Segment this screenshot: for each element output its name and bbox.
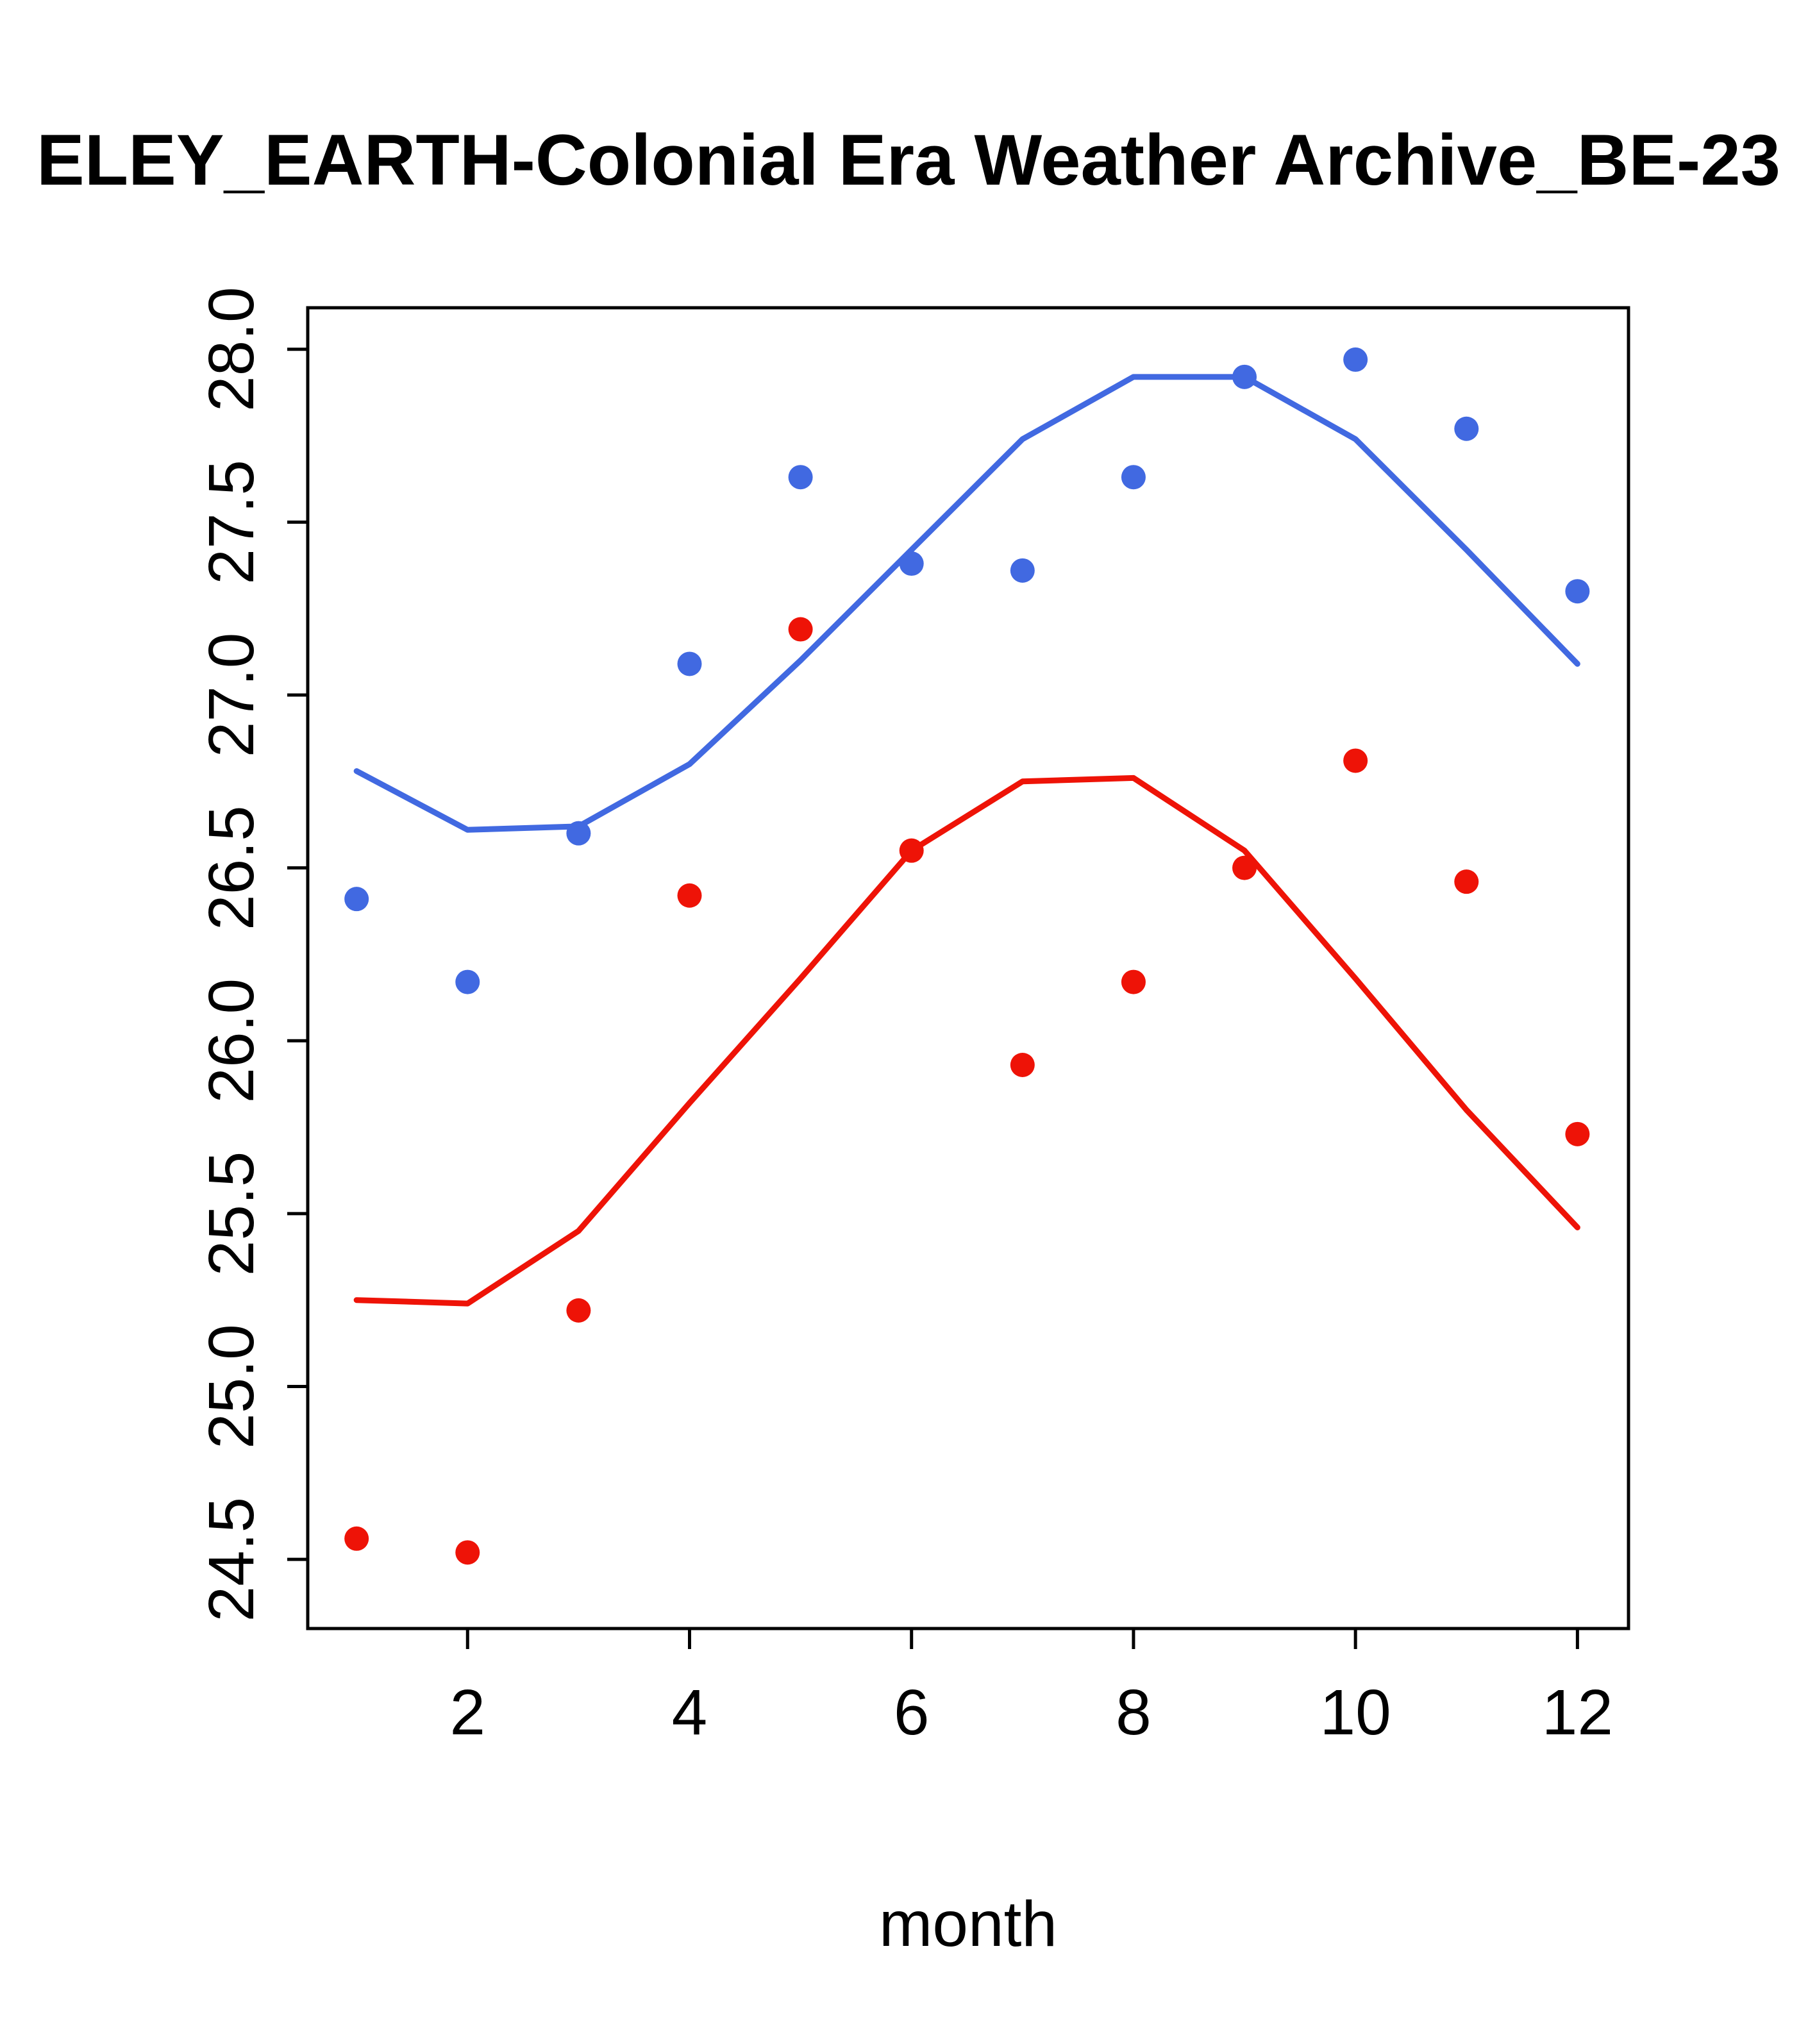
chart-title: ELEY_EARTH-Colonial Era Weather Archive_… <box>37 120 1780 200</box>
tmin-observations-point <box>1343 748 1368 773</box>
tmax-observations-point <box>1343 347 1368 372</box>
y-tick-label: 26.5 <box>196 805 267 930</box>
tmax-smooth-line <box>353 374 1580 833</box>
x-axis-title: month <box>879 1888 1057 1960</box>
tmin-observations-point <box>1232 855 1257 880</box>
x-tick-label: 10 <box>1320 1677 1391 1748</box>
y-tick-label: 26.0 <box>196 978 267 1103</box>
tmax-observations-point <box>566 821 591 846</box>
tmin-observations-point <box>788 617 813 642</box>
tmin-observations-point <box>344 1526 369 1551</box>
chart-title-row: ELEY_EARTH-Colonial Era Weather Archive_… <box>0 119 1817 201</box>
x-tick-label: 8 <box>1116 1677 1151 1748</box>
y-tick-label: 27.5 <box>196 460 267 585</box>
axes: 2 4 6 8 10 12 24.5 25.0 25.5 26.0 26.5 27.0 27.5 28.0 <box>196 287 1630 1748</box>
tmax-observations-point <box>344 887 369 912</box>
tmin-observations-point <box>1454 869 1479 894</box>
tmax-observations-point <box>455 969 480 994</box>
tmax-observations-point <box>1010 558 1035 583</box>
tmin-observations-point <box>566 1298 591 1323</box>
tmin-observations-point <box>455 1540 480 1565</box>
tmax-observations-point <box>1565 579 1590 604</box>
x-tick-label: 6 <box>894 1677 930 1748</box>
x-tick-label: 12 <box>1542 1677 1613 1748</box>
tmin-observations-point <box>1565 1121 1590 1146</box>
plot-border <box>306 306 1630 1630</box>
x-tick-label: 4 <box>672 1677 708 1748</box>
tmax-observations-point <box>1121 465 1146 490</box>
y-tick-label: 25.0 <box>196 1324 267 1449</box>
tmin-observations-point <box>1121 969 1146 994</box>
y-tick-label: 27.0 <box>196 633 267 758</box>
y-tick-label: 28.0 <box>196 287 267 412</box>
tmin-observations-point <box>899 838 924 863</box>
data-series <box>344 347 1590 1565</box>
tmax-observations-point <box>899 551 924 576</box>
tmin-observations-point <box>677 883 702 908</box>
tmax-observations-point <box>1454 416 1479 441</box>
y-tick-label: 24.5 <box>196 1497 267 1622</box>
x-tick-label: 2 <box>449 1677 485 1748</box>
tmax-observations-point <box>1232 364 1257 389</box>
tmax-observations-point <box>677 651 702 676</box>
y-tick-label: 25.5 <box>196 1152 267 1277</box>
tmin-smooth-line <box>353 775 1580 1307</box>
tmax-observations-point <box>788 465 813 490</box>
tmin-observations-point <box>1010 1052 1035 1077</box>
